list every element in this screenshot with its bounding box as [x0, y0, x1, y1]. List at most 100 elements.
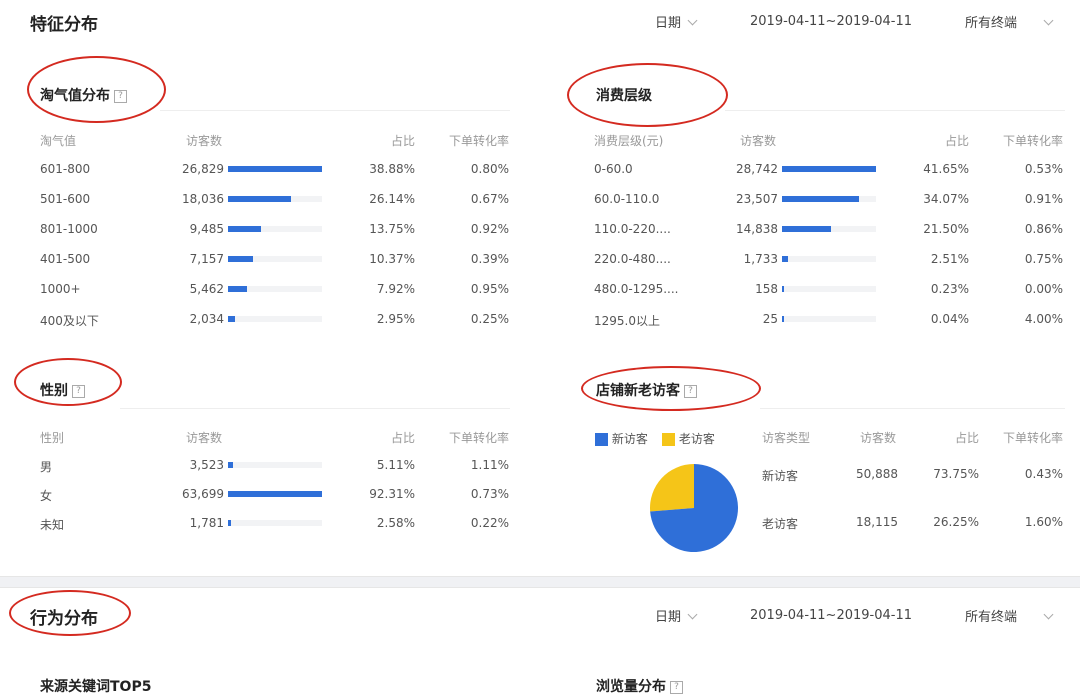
share-value: 2.95% [376, 312, 415, 326]
bar-track [228, 520, 322, 526]
share-value: 92.31% [369, 487, 415, 501]
visitor-count: 18,036 [182, 192, 224, 206]
row-label: 480.0-1295.... [594, 282, 679, 296]
bar-fill [782, 196, 859, 202]
gender-title: 性别? [40, 380, 85, 400]
column-header: 下单转化率 [448, 134, 509, 148]
date-selector[interactable]: 日期 [655, 606, 698, 625]
share-value: 34.07% [923, 192, 969, 206]
bar-fill [228, 462, 234, 468]
visitor-count: 23,507 [736, 192, 778, 206]
legend-old[interactable]: 老访客 [662, 430, 715, 447]
bar-fill [228, 166, 322, 172]
bar-track [228, 196, 322, 202]
share-value: 7.92% [376, 282, 415, 296]
conversion-rate: 0.43% [1024, 467, 1063, 481]
conversion-rate: 4.00% [1024, 312, 1063, 326]
column-header: 占比 [954, 431, 979, 445]
chevron-down-icon [687, 609, 698, 620]
share-value: 21.50% [923, 222, 969, 236]
row-label: 60.0-110.0 [594, 192, 660, 206]
visitor-count: 3,523 [189, 458, 224, 472]
help-icon[interactable]: ? [72, 384, 85, 398]
bar-track [228, 166, 322, 172]
section-divider [0, 576, 1080, 588]
behavior-section-title: 行为分布 [30, 609, 98, 629]
row-label: 老访客 [762, 517, 799, 531]
visitor-count: 2,034 [189, 312, 224, 326]
share-value: 0.04% [930, 312, 969, 326]
date-selector[interactable]: 日期 [655, 12, 698, 31]
row-label: 1295.0以上 [594, 314, 660, 328]
help-icon[interactable]: ? [684, 384, 697, 398]
column-header: 访客数 [860, 431, 897, 445]
terminal-label: 所有终端 [965, 610, 1018, 625]
share-value: 38.88% [369, 162, 415, 176]
visitor-count: 18,115 [856, 515, 898, 529]
date-label: 日期 [655, 16, 682, 31]
conversion-rate: 0.67% [470, 192, 509, 206]
visitor-count: 14,838 [736, 222, 778, 236]
column-header: 访客数 [186, 134, 223, 148]
conversion-rate: 0.53% [1024, 162, 1063, 176]
column-header: 占比 [390, 134, 415, 148]
column-header: 淘气值 [40, 134, 77, 148]
visitor-count: 28,742 [736, 162, 778, 176]
legend-new[interactable]: 新访客 [595, 430, 648, 447]
terminal-selector[interactable]: 所有终端 [965, 606, 1054, 625]
bar-track [782, 256, 876, 262]
visitor-count: 1,781 [189, 516, 224, 530]
share-value: 26.25% [933, 515, 979, 529]
share-value: 2.58% [376, 516, 415, 530]
annotation-circle [14, 358, 122, 406]
column-header: 访客数 [740, 134, 777, 148]
chevron-down-icon [687, 15, 698, 26]
visitor-count: 1,733 [743, 252, 778, 266]
terminal-selector[interactable]: 所有终端 [965, 12, 1054, 31]
bar-track [228, 491, 322, 497]
bar-track [782, 226, 876, 232]
share-value: 5.11% [376, 458, 415, 472]
help-icon[interactable]: ? [114, 89, 127, 103]
bar-fill [782, 286, 784, 292]
conversion-rate: 1.11% [470, 458, 509, 472]
bar-fill [228, 520, 231, 526]
divider [120, 408, 510, 409]
bar-fill [228, 286, 248, 292]
source-keywords-title: 来源关键词TOP5 [40, 679, 152, 695]
conversion-rate: 0.75% [1024, 252, 1063, 266]
row-label: 新访客 [762, 469, 799, 483]
row-label: 男 [40, 460, 53, 474]
conversion-rate: 1.60% [1024, 515, 1063, 529]
visitor-count: 9,485 [189, 222, 224, 236]
bar-fill [782, 256, 788, 262]
date-range[interactable]: 2019-04-11~2019-04-11 [750, 14, 912, 29]
row-label: 未知 [40, 518, 65, 532]
column-header: 访客类型 [762, 431, 811, 445]
row-label: 400及以下 [40, 314, 99, 328]
bar-fill [782, 226, 831, 232]
share-value: 0.23% [930, 282, 969, 296]
share-value: 13.75% [369, 222, 415, 236]
new-old-title: 店铺新老访客? [596, 380, 697, 400]
visitor-count: 25 [762, 312, 778, 326]
bar-fill [782, 316, 784, 322]
row-label: 0-60.0 [594, 162, 633, 176]
conversion-rate: 0.00% [1024, 282, 1063, 296]
share-value: 2.51% [930, 252, 969, 266]
date-range[interactable]: 2019-04-11~2019-04-11 [750, 608, 912, 623]
bar-fill [228, 316, 236, 322]
divider [725, 110, 1065, 111]
annotation-circle [581, 366, 761, 411]
divider [760, 408, 1065, 409]
column-header: 访客数 [186, 431, 223, 445]
bar-fill [228, 226, 262, 232]
visitor-count: 5,462 [189, 282, 224, 296]
conversion-rate: 0.91% [1024, 192, 1063, 206]
share-value: 73.75% [933, 467, 979, 481]
visitor-count: 63,699 [182, 487, 224, 501]
pageview-distribution-title: 浏览量分布? [596, 676, 683, 696]
conversion-rate: 0.73% [470, 487, 509, 501]
annotation-circle [27, 56, 166, 123]
visitor-count: 158 [755, 282, 778, 296]
